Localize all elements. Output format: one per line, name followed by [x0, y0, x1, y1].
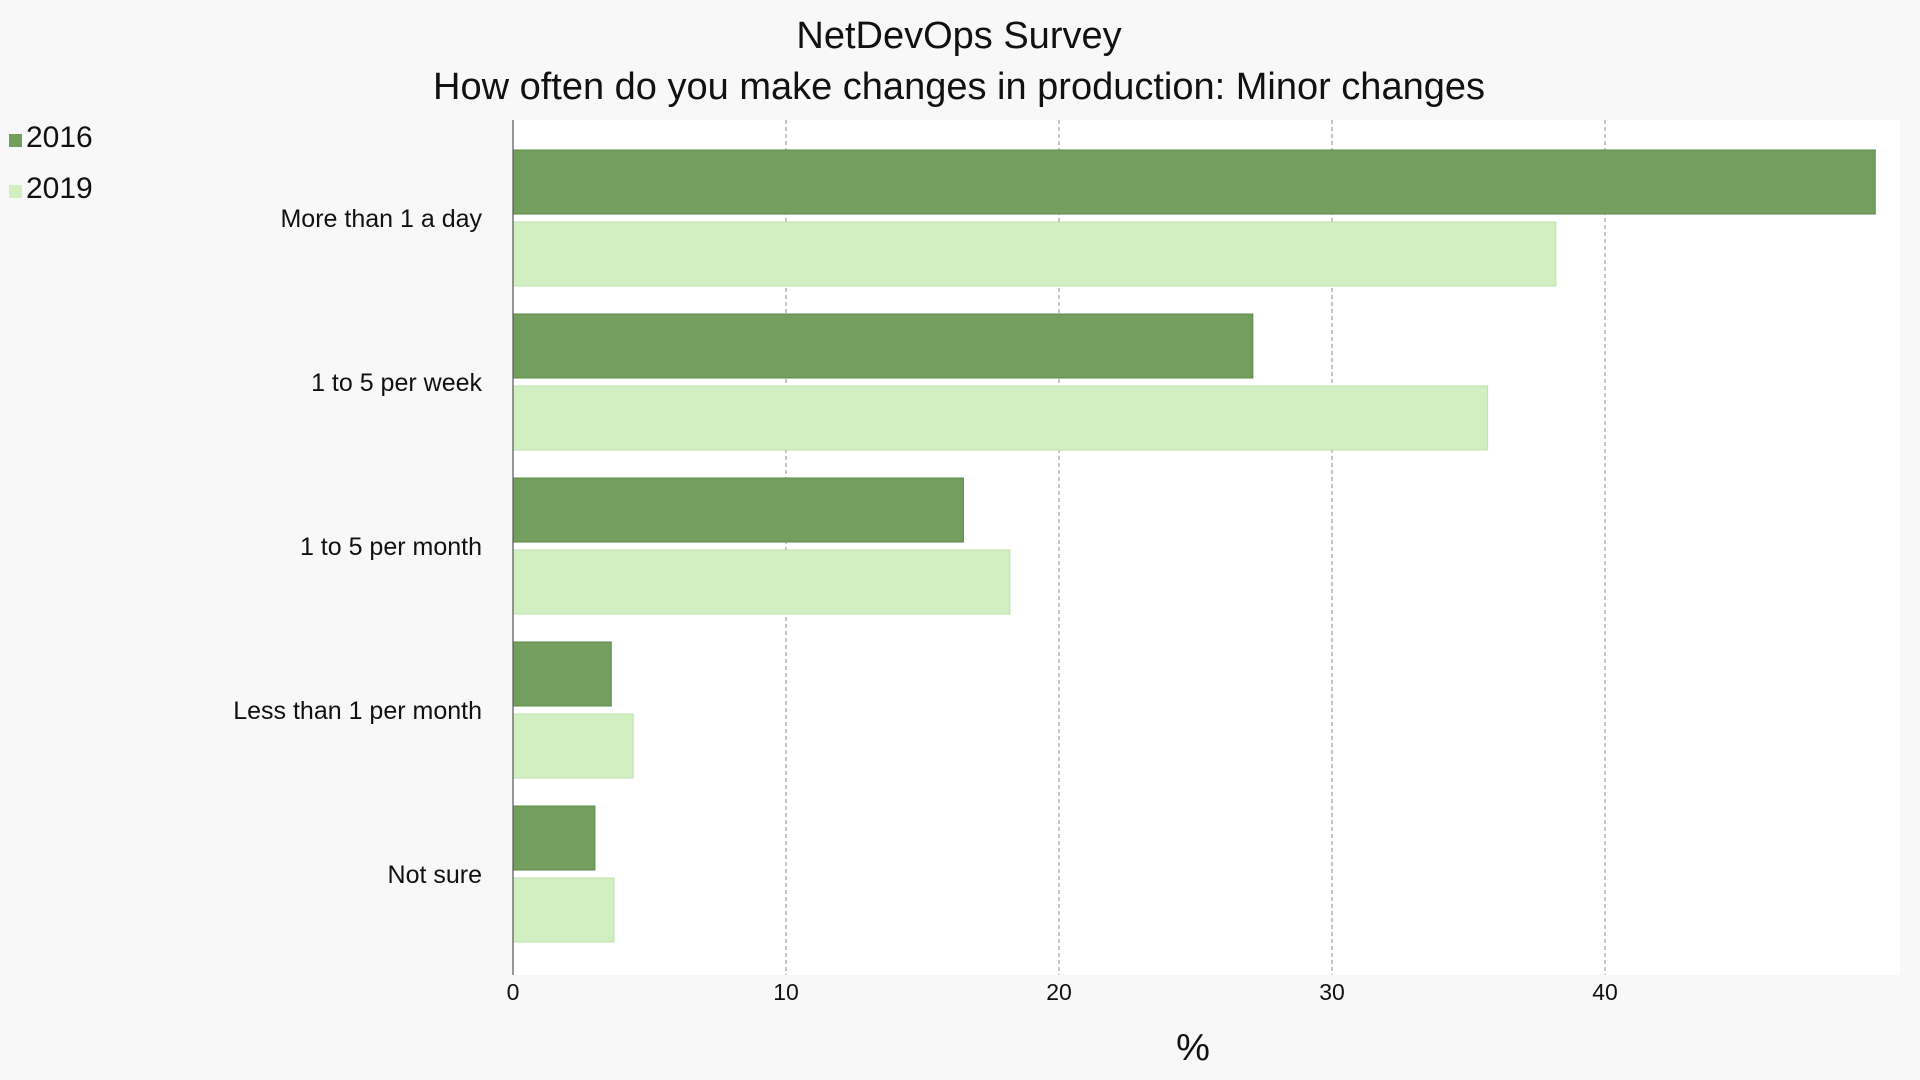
bar-2016-3: [512, 641, 612, 707]
category-label-0: More than 1 a day: [280, 205, 482, 233]
chart-title: NetDevOps Survey: [796, 15, 1121, 57]
bar-2016-1: [512, 313, 1254, 379]
legend: 2016 2019: [9, 121, 93, 205]
bar-2016-4: [512, 805, 596, 871]
legend-swatch-2016: [9, 134, 22, 147]
bar-2019-4: [512, 877, 615, 943]
category-label-4: Not sure: [388, 861, 482, 889]
legend-label-2016: 2016: [26, 121, 93, 154]
category-label-1: 1 to 5 per week: [311, 369, 482, 397]
bar-2016-2: [512, 477, 964, 543]
x-tick-labels: 0 10 20 30 40: [507, 979, 1618, 1005]
category-labels: More than 1 a day 1 to 5 per week 1 to 5 p…: [233, 205, 482, 889]
x-tick-label-40: 40: [1592, 979, 1618, 1005]
bar-2016-0: [512, 149, 1876, 215]
bar-2019-0: [512, 221, 1557, 287]
bar-2019-2: [512, 549, 1011, 615]
x-tick-label-30: 30: [1319, 979, 1345, 1005]
legend-label-2019: 2019: [26, 172, 93, 205]
chart-subtitle: How often do you make changes in product…: [433, 66, 1485, 108]
bar-2019-3: [512, 713, 634, 779]
legend-swatch-2019: [9, 185, 22, 198]
category-label-2: 1 to 5 per month: [300, 533, 482, 561]
x-tick-label-0: 0: [507, 979, 520, 1005]
category-label-3: Less than 1 per month: [233, 697, 482, 725]
x-tick-label-10: 10: [773, 979, 799, 1005]
x-tick-label-20: 20: [1046, 979, 1072, 1005]
x-axis-label: %: [1176, 1027, 1210, 1069]
bars: [512, 149, 1876, 943]
bar-2019-1: [512, 385, 1489, 451]
